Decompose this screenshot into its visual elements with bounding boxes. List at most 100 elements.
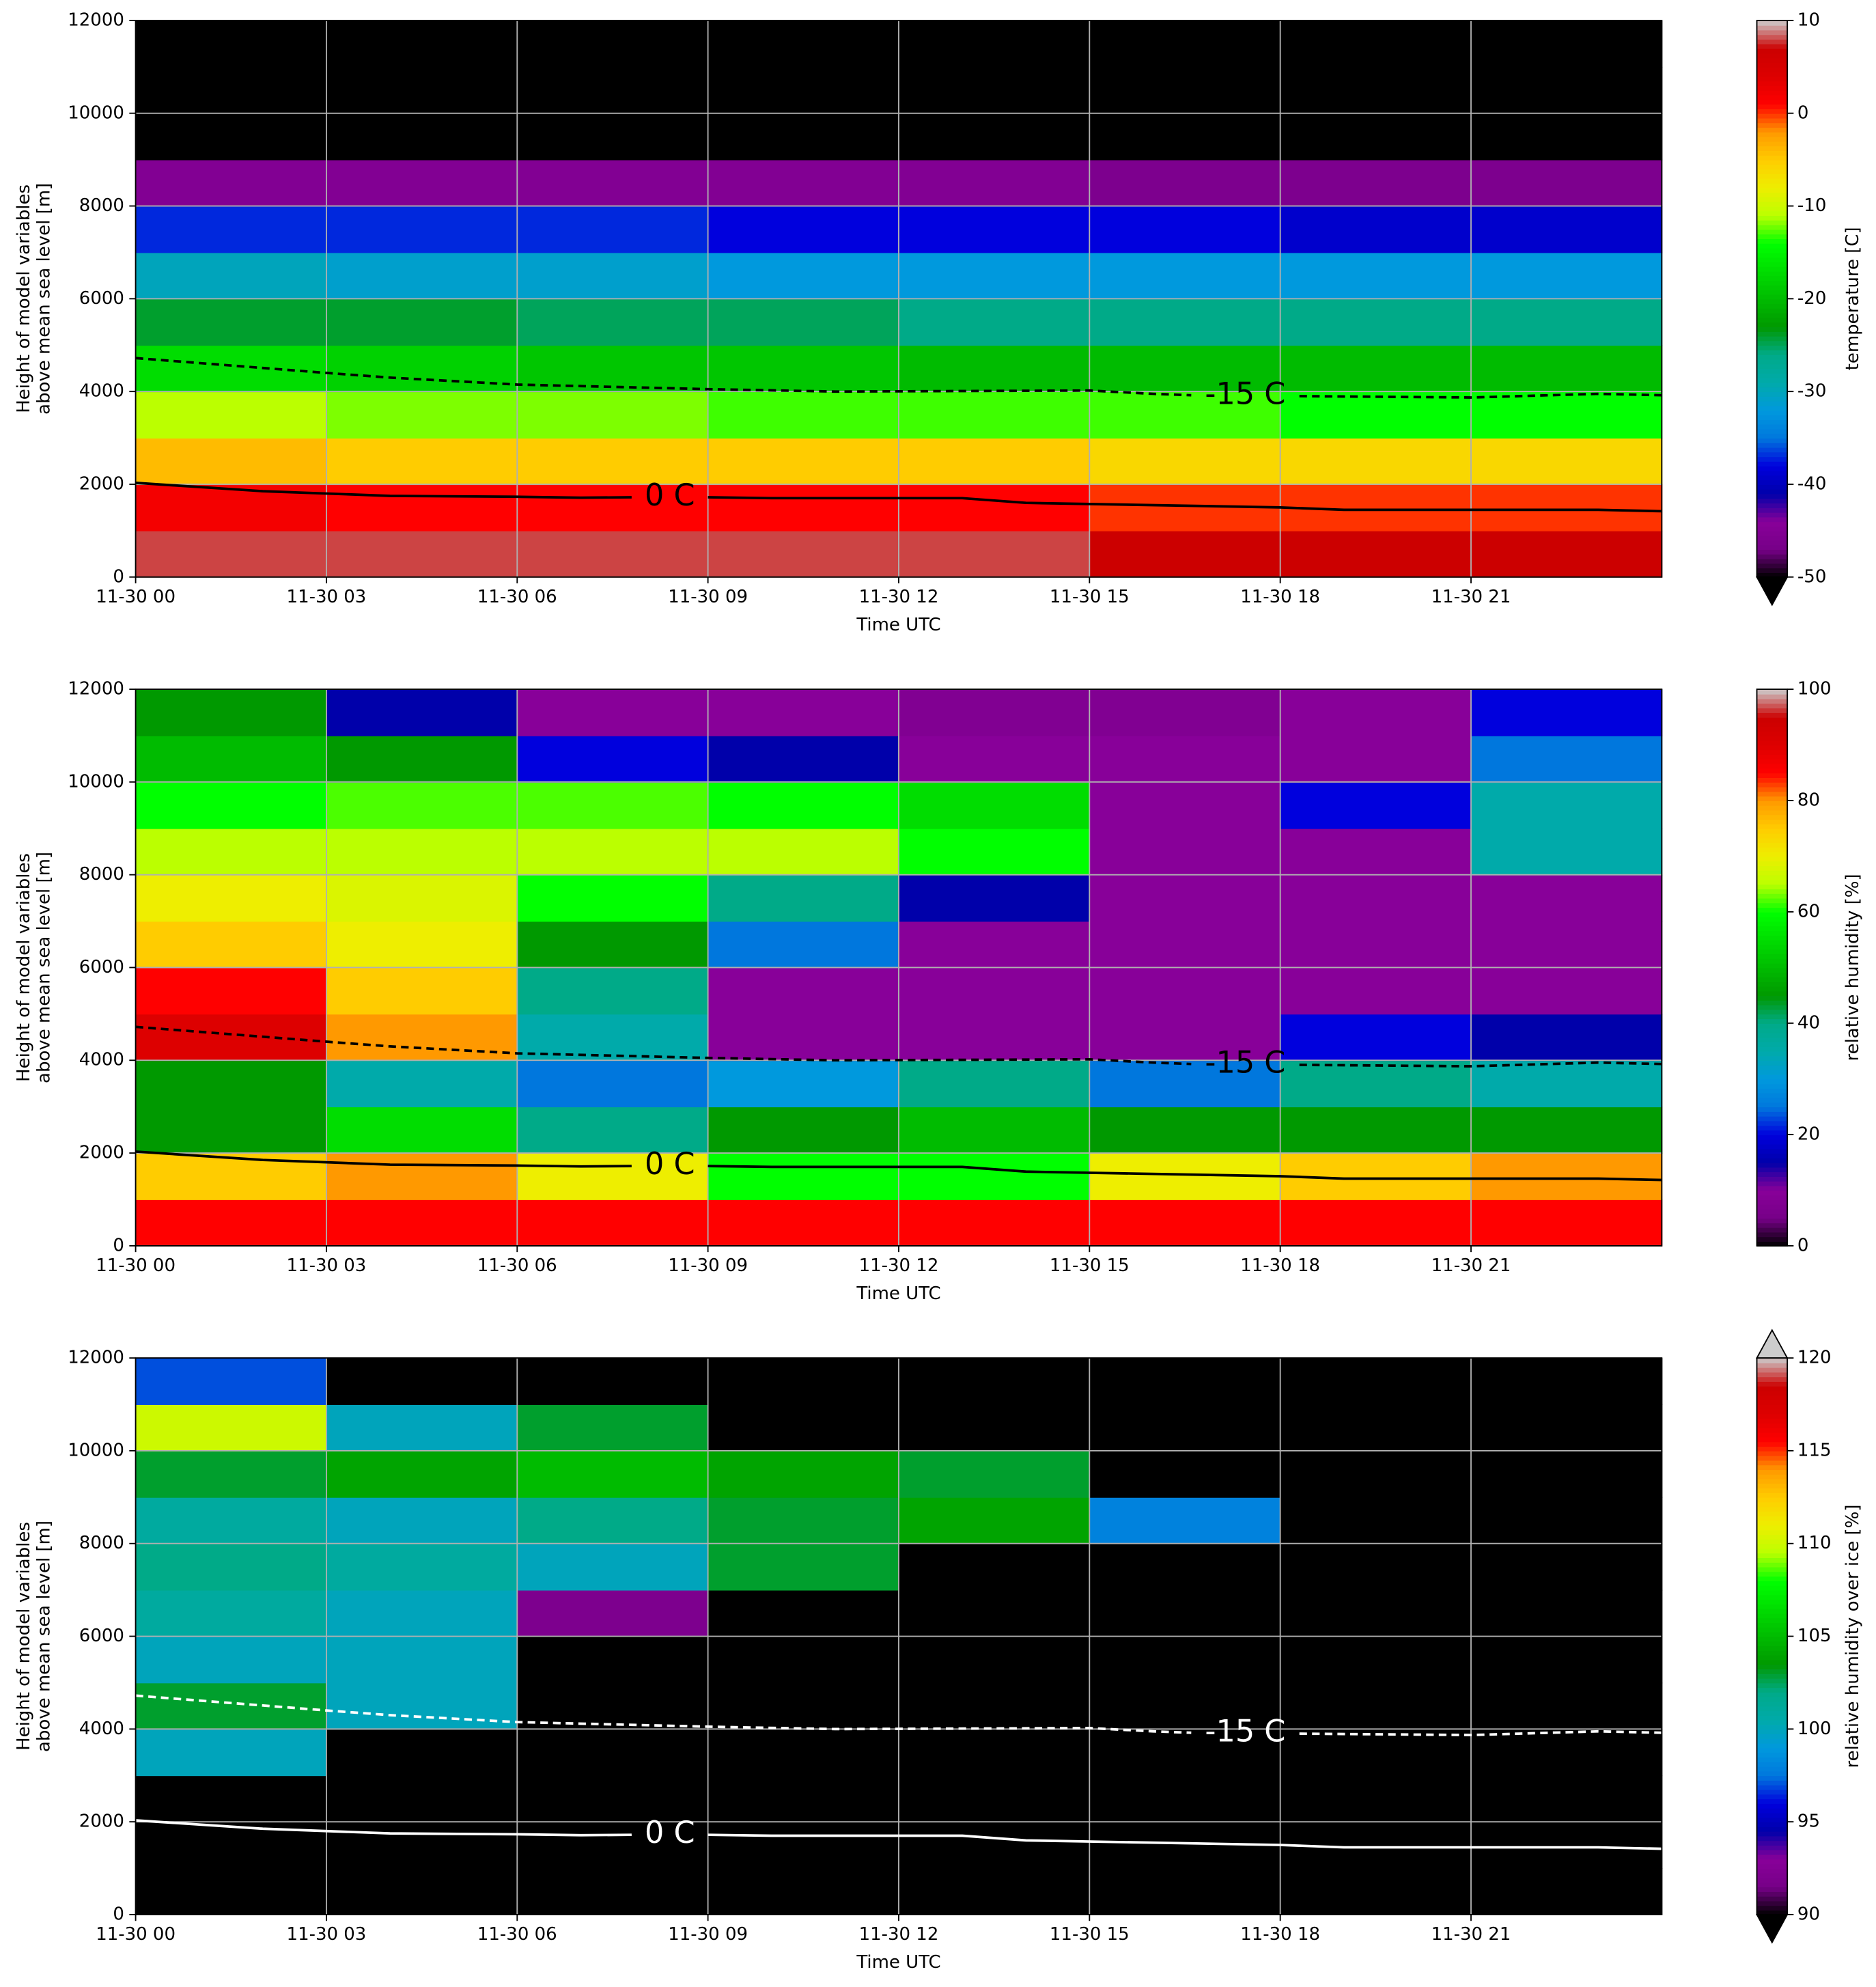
heatmap-cell bbox=[326, 252, 518, 300]
colorbar-swatch bbox=[1756, 703, 1788, 709]
colorbar-swatch bbox=[1756, 451, 1788, 458]
colorbar-swatch bbox=[1756, 521, 1788, 527]
colorbar-swatch bbox=[1756, 1761, 1788, 1767]
heatmap-cell bbox=[1470, 1589, 1663, 1637]
colorbar-swatch bbox=[1756, 1404, 1788, 1410]
colorbar-swatch bbox=[1756, 345, 1788, 350]
heatmap-cell bbox=[326, 1543, 518, 1591]
heatmap-cell bbox=[326, 1107, 518, 1154]
colorbar-swatch bbox=[1756, 335, 1788, 342]
colorbar-swatch bbox=[1756, 1097, 1788, 1103]
heatmap-cell bbox=[326, 1199, 518, 1247]
heatmap-cell bbox=[135, 1450, 327, 1498]
heatmap-cell bbox=[517, 206, 709, 253]
heatmap-cell bbox=[1280, 1107, 1472, 1154]
heatmap-cell bbox=[1280, 1682, 1472, 1730]
colorbar-swatch bbox=[1756, 1525, 1788, 1531]
heatmap-cell bbox=[326, 828, 518, 876]
heatmap-cell bbox=[898, 159, 1091, 207]
colorbar-swatch bbox=[1756, 266, 1788, 272]
colorbar-swatch bbox=[1756, 1157, 1788, 1163]
heatmap-cell bbox=[898, 921, 1091, 969]
colorbar-swatch bbox=[1756, 1659, 1788, 1665]
colorbar-swatch bbox=[1756, 708, 1788, 713]
colorbar-swatch bbox=[1756, 1687, 1788, 1693]
colorbar-swatch bbox=[1756, 303, 1788, 309]
heatmap-cell bbox=[326, 206, 518, 253]
heatmap-cell bbox=[326, 874, 518, 922]
heatmap-cell bbox=[898, 345, 1091, 393]
y-tick-label: 2000 bbox=[79, 1811, 124, 1832]
colorbar-swatch bbox=[1756, 1381, 1788, 1387]
heatmap-cell bbox=[1280, 689, 1472, 736]
y-axis-label: Height of model variables bbox=[14, 1522, 34, 1751]
colorbar-swatch bbox=[1756, 368, 1788, 374]
heatmap-cell bbox=[1089, 1107, 1281, 1154]
heatmap-cell bbox=[326, 159, 518, 207]
heatmap-cell bbox=[517, 1358, 709, 1405]
colorbar-swatch bbox=[1756, 898, 1788, 904]
colorbar-swatch bbox=[1756, 136, 1788, 142]
colorbar-swatch bbox=[1756, 1511, 1788, 1516]
colorbar-swatch bbox=[1756, 1543, 1788, 1549]
colorbar-swatch bbox=[1756, 1236, 1788, 1242]
colorbar-swatch bbox=[1756, 796, 1788, 801]
colorbar-swatch bbox=[1756, 893, 1788, 899]
heatmap-cell bbox=[135, 1404, 327, 1451]
colorbar-swatch bbox=[1756, 1859, 1788, 1865]
colorbar-swatch bbox=[1756, 526, 1788, 531]
colorbar-swatch bbox=[1756, 410, 1788, 416]
colorbar-tick-label: 95 bbox=[1797, 1811, 1820, 1832]
heatmap-cell bbox=[517, 1729, 709, 1777]
heatmap-cell bbox=[708, 735, 899, 783]
heatmap-cell bbox=[326, 1358, 518, 1405]
colorbar-swatch bbox=[1756, 1469, 1788, 1475]
heatmap-cell bbox=[708, 1450, 899, 1498]
colorbar-swatch bbox=[1756, 289, 1788, 295]
colorbar-swatch bbox=[1756, 192, 1788, 197]
colorbar-swatch bbox=[1756, 842, 1788, 848]
y-tick-label: 4000 bbox=[79, 1050, 124, 1070]
colorbar-swatch bbox=[1756, 884, 1788, 889]
colorbar-swatch bbox=[1756, 1617, 1788, 1624]
heatmap-cell bbox=[1089, 20, 1281, 68]
heatmap-cell bbox=[1280, 1450, 1472, 1498]
colorbar-swatch bbox=[1756, 359, 1788, 365]
colorbar-swatch bbox=[1756, 1111, 1788, 1117]
colorbar-swatch bbox=[1756, 187, 1788, 193]
colorbar-swatch bbox=[1756, 1794, 1788, 1800]
colorbar-swatch bbox=[1756, 967, 1788, 973]
colorbar-swatch bbox=[1756, 1882, 1788, 1888]
colorbar-swatch bbox=[1756, 1385, 1788, 1391]
y-tick-label: 12000 bbox=[68, 679, 124, 699]
colorbar-swatch bbox=[1756, 1872, 1788, 1878]
heatmap-cell bbox=[708, 1636, 899, 1684]
colorbar-swatch bbox=[1756, 363, 1788, 370]
colorbar-swatch bbox=[1756, 145, 1788, 152]
x-tick-label: 11-30 15 bbox=[1050, 587, 1130, 607]
colorbar-swatch bbox=[1756, 1074, 1788, 1080]
heatmap-cell bbox=[1089, 1450, 1281, 1498]
colorbar-swatch bbox=[1756, 1222, 1788, 1228]
x-tick-label: 11-30 03 bbox=[287, 587, 367, 607]
colorbar-swatch bbox=[1756, 558, 1788, 564]
heatmap-cell bbox=[326, 298, 518, 346]
colorbar-swatch bbox=[1756, 1092, 1788, 1098]
colorbar-tick-label: 80 bbox=[1797, 790, 1820, 811]
colorbar-swatch bbox=[1756, 104, 1788, 109]
heatmap-cell bbox=[708, 20, 899, 68]
heatmap-cell bbox=[1280, 113, 1472, 161]
colorbar-swatch bbox=[1756, 1167, 1788, 1173]
colorbar-swatch bbox=[1756, 1014, 1788, 1020]
colorbar-swatch bbox=[1756, 229, 1788, 235]
y-tick-label: 12000 bbox=[68, 10, 124, 30]
colorbar-swatch bbox=[1756, 480, 1788, 485]
heatmap-cell bbox=[708, 66, 899, 114]
heatmap-cell bbox=[517, 921, 709, 969]
colorbar-swatch bbox=[1756, 1446, 1788, 1451]
heatmap-cell bbox=[135, 206, 327, 253]
colorbar-swatch bbox=[1756, 1190, 1788, 1196]
colorbar-swatch bbox=[1756, 1604, 1788, 1609]
x-axis-label: Time UTC bbox=[856, 615, 940, 635]
heatmap-cell bbox=[1470, 781, 1663, 829]
